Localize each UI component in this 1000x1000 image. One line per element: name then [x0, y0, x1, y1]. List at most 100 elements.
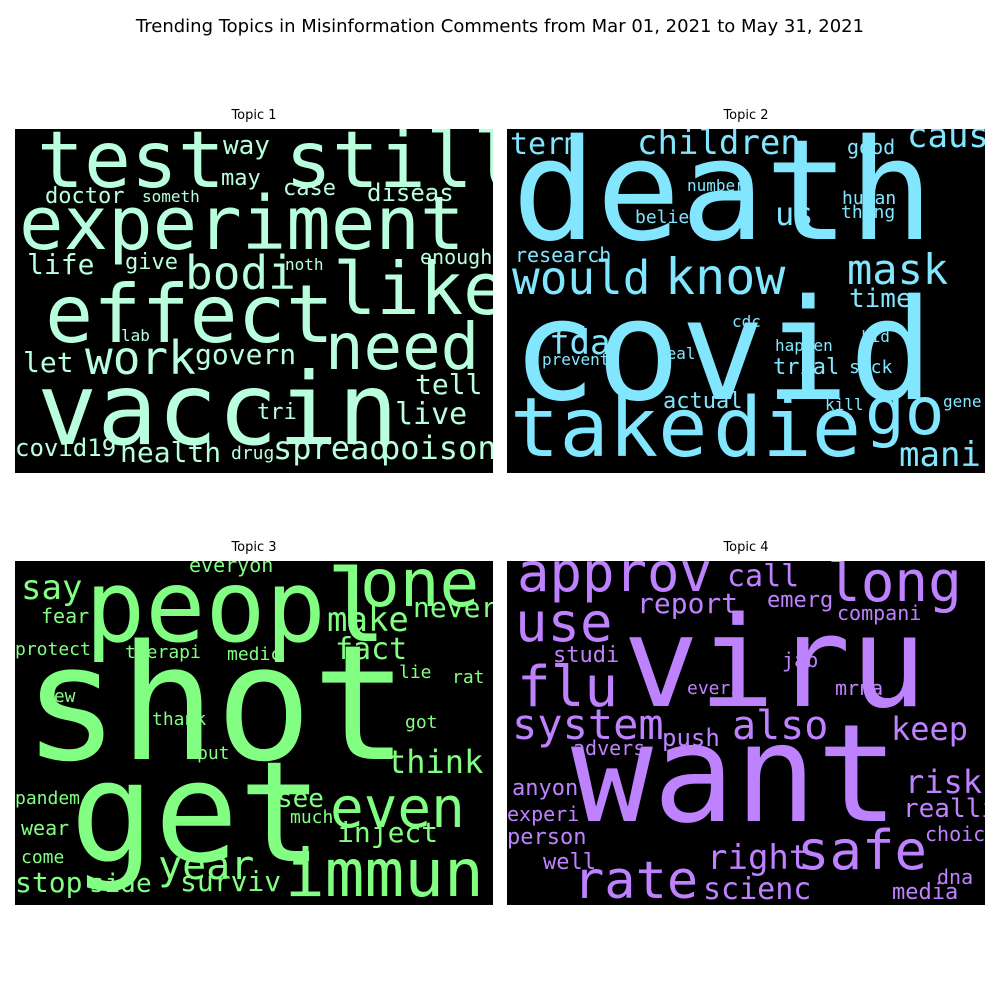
word-trial: trial	[773, 355, 839, 380]
word-use: use	[515, 591, 613, 654]
word-way: way	[223, 131, 270, 161]
word-test: test	[37, 129, 225, 206]
word-thank: thank	[152, 709, 206, 730]
word-advers: advers	[573, 736, 645, 760]
topic1-title: Topic 1	[231, 108, 277, 123]
word-may: may	[221, 166, 261, 191]
wordcloud-topic4: viru want approv call long use report emerg comp…	[507, 561, 985, 905]
word-medic: medic	[227, 644, 281, 665]
word-tell: tell	[415, 368, 482, 401]
word-still: still	[285, 129, 493, 206]
word-pandem: pandem	[15, 788, 80, 809]
word-research: research	[515, 243, 611, 267]
word-fda: fda	[549, 323, 610, 363]
word-experi: experi	[507, 802, 579, 826]
topic2-title: Topic 2	[723, 108, 769, 123]
word-kid: kid	[861, 327, 890, 346]
word-govern: govern	[195, 338, 296, 371]
word-mani: mani	[899, 435, 981, 473]
word-work: work	[85, 331, 196, 385]
word-bodi: bodi	[185, 246, 296, 300]
word-call: call	[727, 561, 799, 594]
word-viru: viru	[623, 589, 926, 736]
word-us: us	[775, 195, 814, 233]
word-good: good	[847, 135, 895, 159]
word-anyon: anyon	[512, 776, 578, 801]
topic3-title: Topic 3	[231, 540, 277, 555]
word-children: children	[637, 129, 801, 163]
word-diseas: diseas	[367, 179, 454, 207]
word-inject: inject	[337, 816, 438, 849]
word-lie: lie	[399, 662, 432, 683]
word-emerg: emerg	[767, 588, 833, 613]
word-well: well	[543, 850, 596, 875]
word-rat: rat	[452, 667, 485, 688]
word-cdc: cdc	[732, 312, 761, 331]
word-compani: compani	[837, 601, 921, 625]
word-never: never	[413, 591, 493, 624]
word-system: system	[512, 700, 664, 749]
word-case: case	[283, 176, 336, 201]
word-get: get	[70, 732, 323, 895]
word-safe: safe	[797, 819, 927, 882]
word-kill: kill	[825, 395, 864, 414]
word-lab: lab	[121, 326, 150, 345]
word-realli: realli	[903, 794, 985, 824]
word-need: need	[325, 311, 479, 385]
word-caus: caus	[907, 129, 985, 156]
word-make: make	[327, 600, 409, 640]
wordcloud-topic2: death covid take die would know term children go…	[507, 129, 985, 473]
word-real: real	[657, 344, 696, 363]
word-flu: flu	[517, 655, 618, 720]
word-give: give	[125, 250, 178, 275]
word-would: would	[512, 251, 650, 305]
word-tri: tri	[257, 400, 297, 425]
word-wear: wear	[21, 816, 69, 840]
word-put: put	[197, 743, 230, 764]
word-enough: enough	[420, 245, 492, 269]
word-spread: spread	[273, 429, 389, 467]
word-fact: fact	[335, 632, 407, 667]
word-come: come	[21, 847, 64, 868]
page-title: Trending Topics in Misinformation Commen…	[135, 16, 865, 37]
word-got: got	[405, 712, 438, 733]
word-push: push	[662, 724, 720, 752]
word-right: right	[707, 838, 809, 878]
word-jab: jab	[782, 648, 818, 672]
word-therapi: therapi	[125, 642, 201, 663]
word-go: go	[865, 373, 944, 450]
word-term: term	[510, 129, 582, 162]
word-fear: fear	[41, 604, 89, 628]
word-know: know	[665, 248, 786, 306]
word-keep: keep	[891, 710, 968, 748]
word-studi: studi	[553, 643, 619, 668]
word-year: year	[158, 843, 254, 889]
word-sick: sick	[849, 357, 893, 378]
word-gene: gene	[943, 392, 982, 411]
word-rate: rate	[573, 851, 698, 905]
word-death: death	[512, 129, 933, 273]
word-surviv: surviv	[180, 865, 281, 898]
word-vaccin: vaccin	[37, 351, 398, 468]
word-side: side	[89, 869, 152, 899]
word-protect: protect	[15, 639, 91, 660]
word-risk: risk	[905, 763, 982, 801]
word-stop: stop	[15, 866, 82, 899]
word-think: think	[387, 743, 483, 781]
topic4-title: Topic 4	[723, 540, 769, 555]
word-mrna: mrna	[835, 676, 883, 700]
word-scienc: scienc	[703, 872, 811, 905]
word-also: also	[732, 703, 828, 749]
word-person: person	[507, 825, 586, 850]
word-covid19: covid19	[15, 434, 116, 462]
wordcloud-topic3: peopl shot get one everyon say make never fear fa…	[15, 561, 493, 905]
word-actual: actual	[663, 389, 742, 414]
word-number: number	[687, 176, 745, 195]
word-choic: choic	[925, 822, 985, 846]
word-see: see	[277, 784, 324, 814]
word-mask: mask	[847, 245, 948, 294]
word-noth: noth	[285, 255, 324, 274]
word-let: let	[23, 346, 74, 379]
word-one: one	[360, 561, 479, 622]
word-prevent: prevent	[542, 350, 609, 369]
